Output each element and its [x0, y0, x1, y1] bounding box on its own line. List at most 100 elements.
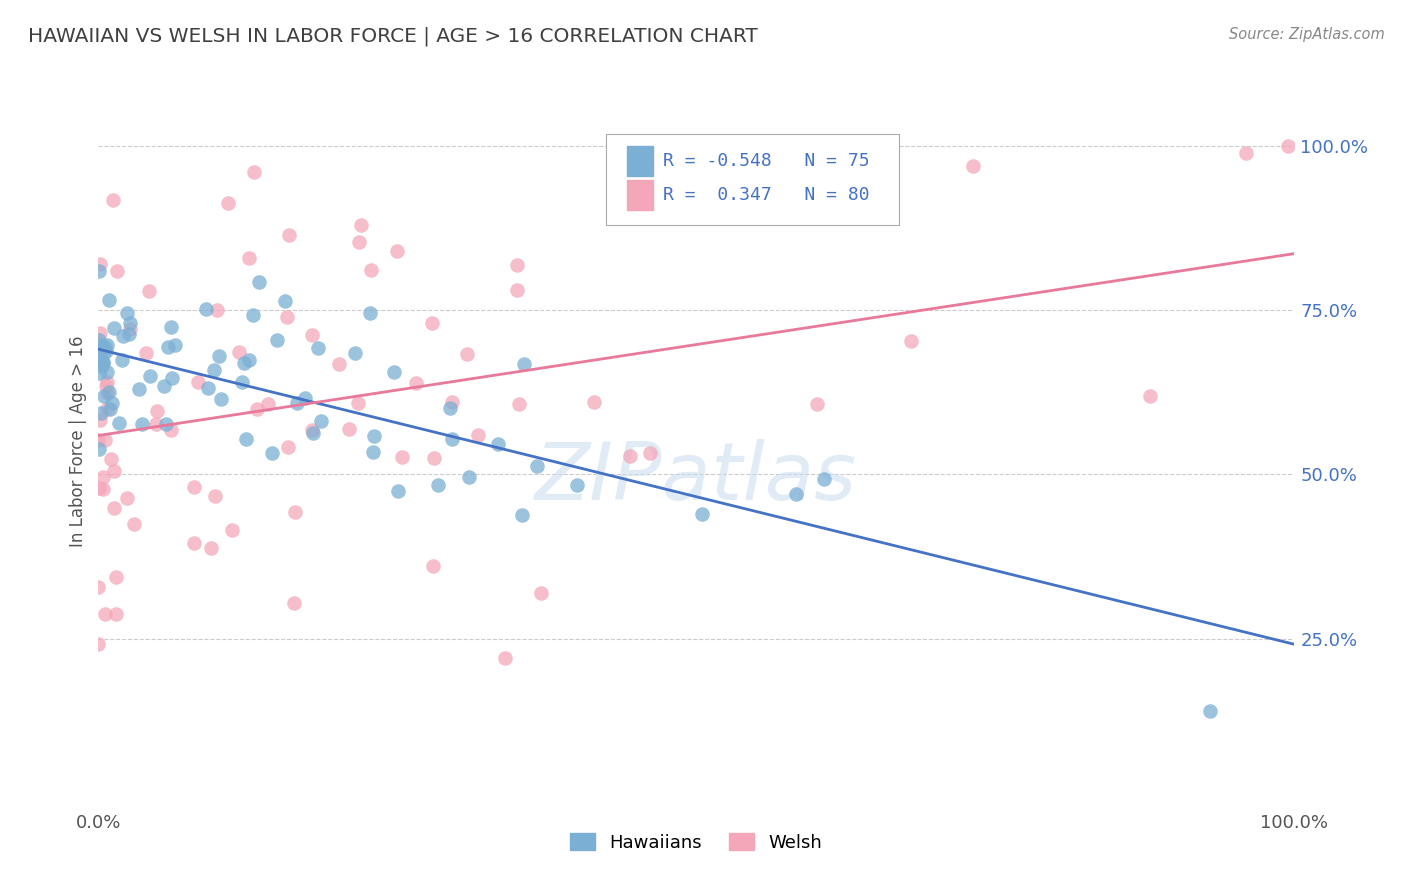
Welsh — [339, 422, 361, 436]
Hawaiians — [526, 458, 548, 473]
Welsh — [87, 434, 110, 448]
Hawaiians — [117, 306, 139, 320]
Hawaiians — [247, 275, 270, 289]
Hawaiians — [359, 306, 381, 320]
Hawaiians — [274, 293, 297, 308]
Hawaiians — [87, 264, 110, 278]
Hawaiians — [138, 368, 160, 383]
Welsh — [391, 450, 413, 464]
Hawaiians — [101, 396, 124, 410]
Hawaiians — [91, 356, 114, 370]
Welsh — [1234, 145, 1257, 160]
Welsh — [87, 481, 110, 495]
Bar — [627, 180, 652, 211]
Welsh — [104, 607, 127, 622]
Hawaiians — [157, 341, 180, 355]
Hawaiians — [344, 345, 367, 359]
Welsh — [806, 397, 828, 411]
Welsh — [89, 326, 111, 340]
Hawaiians — [209, 392, 232, 406]
Welsh — [494, 651, 516, 665]
Welsh — [422, 558, 444, 573]
Y-axis label: In Labor Force | Age > 16: In Labor Force | Age > 16 — [69, 335, 87, 548]
Welsh — [89, 358, 111, 372]
Welsh — [96, 386, 118, 401]
Hawaiians — [238, 352, 260, 367]
Welsh — [204, 489, 226, 503]
Hawaiians — [128, 382, 150, 396]
Hawaiians — [103, 321, 125, 335]
Hawaiians — [89, 366, 111, 380]
Hawaiians — [165, 337, 187, 351]
Welsh — [145, 417, 167, 431]
Text: HAWAIIAN VS WELSH IN LABOR FORCE | AGE > 16 CORRELATION CHART: HAWAIIAN VS WELSH IN LABOR FORCE | AGE >… — [28, 27, 758, 46]
Welsh — [467, 428, 489, 442]
Hawaiians — [96, 365, 118, 379]
Text: R = -0.548   N = 75: R = -0.548 N = 75 — [662, 153, 869, 170]
Welsh — [159, 423, 181, 437]
Welsh — [284, 505, 307, 519]
Hawaiians — [382, 365, 405, 379]
Hawaiians — [91, 347, 114, 361]
FancyBboxPatch shape — [606, 135, 900, 225]
Hawaiians — [96, 338, 118, 352]
Welsh — [530, 585, 553, 599]
Welsh — [619, 449, 641, 463]
Hawaiians — [96, 343, 118, 358]
Hawaiians — [427, 478, 450, 492]
Hawaiians — [565, 477, 588, 491]
Welsh — [101, 194, 124, 208]
Hawaiians — [120, 316, 142, 330]
Hawaiians — [194, 301, 217, 316]
Hawaiians — [94, 341, 117, 355]
Welsh — [347, 395, 370, 409]
Hawaiians — [100, 402, 122, 417]
Welsh — [301, 327, 323, 342]
Hawaiians — [202, 362, 225, 376]
Welsh — [423, 450, 446, 465]
Welsh — [91, 482, 114, 496]
Welsh — [94, 434, 117, 448]
Hawaiians — [361, 445, 384, 459]
Hawaiians — [90, 407, 112, 421]
Hawaiians — [160, 319, 183, 334]
Hawaiians — [512, 357, 534, 371]
Welsh — [96, 375, 118, 389]
Legend: Hawaiians, Welsh: Hawaiians, Welsh — [562, 826, 830, 859]
Hawaiians — [87, 442, 110, 457]
Hawaiians — [231, 376, 253, 390]
Hawaiians — [110, 353, 132, 368]
Welsh — [283, 596, 305, 610]
Hawaiians — [91, 355, 114, 369]
Welsh — [900, 334, 922, 348]
Hawaiians — [98, 385, 121, 400]
Welsh — [217, 195, 239, 210]
Welsh — [94, 607, 117, 621]
Hawaiians — [458, 470, 481, 484]
Welsh — [87, 637, 110, 651]
Welsh — [146, 404, 169, 418]
Welsh — [221, 523, 243, 537]
Welsh — [135, 346, 157, 360]
Text: Source: ZipAtlas.com: Source: ZipAtlas.com — [1229, 27, 1385, 42]
Welsh — [347, 235, 370, 250]
Hawaiians — [111, 328, 134, 343]
Welsh — [187, 376, 209, 390]
Text: R =  0.347   N = 80: R = 0.347 N = 80 — [662, 186, 869, 204]
Hawaiians — [91, 359, 114, 373]
Welsh — [441, 394, 464, 409]
Welsh — [583, 394, 606, 409]
Hawaiians — [302, 426, 325, 441]
Welsh — [100, 451, 122, 466]
Welsh — [243, 165, 266, 179]
Welsh — [117, 491, 139, 506]
Welsh — [200, 541, 222, 556]
Hawaiians — [93, 389, 115, 403]
Hawaiians — [1199, 704, 1222, 718]
Hawaiians — [197, 381, 219, 395]
Hawaiians — [440, 433, 463, 447]
Hawaiians — [309, 414, 332, 428]
Hawaiians — [233, 356, 256, 370]
Welsh — [87, 580, 110, 594]
Hawaiians — [242, 308, 264, 322]
